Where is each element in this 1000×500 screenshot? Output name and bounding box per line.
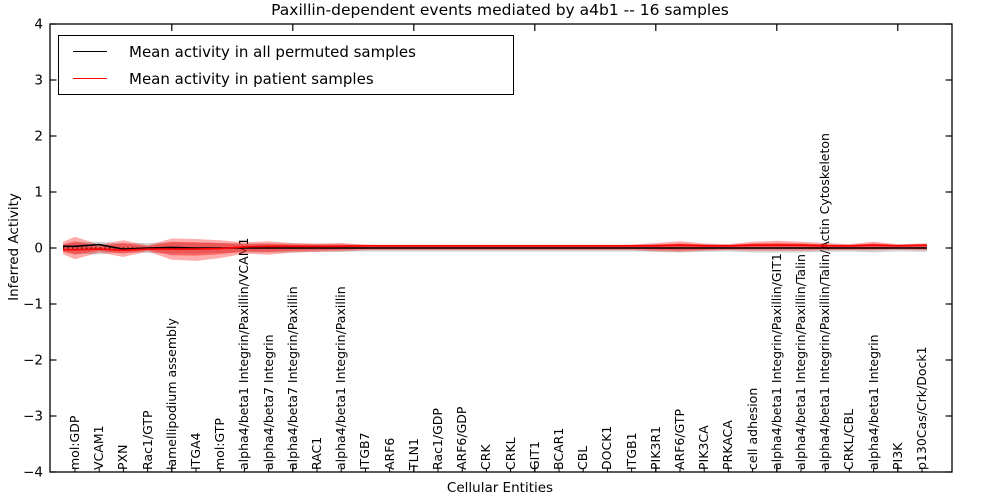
y-tick-label: −1 xyxy=(23,297,43,313)
series-line xyxy=(63,243,927,250)
chart-title: Paxillin-dependent events mediated by a4… xyxy=(271,1,729,19)
permuted-line-swatch-icon xyxy=(73,51,107,52)
legend-label-permuted: Mean activity in all permuted samples xyxy=(129,42,416,61)
y-tick-label: 2 xyxy=(34,129,43,145)
patient-line-swatch-icon xyxy=(73,78,107,79)
y-tick-label: 0 xyxy=(34,241,43,257)
patient-spread-outer-band xyxy=(63,236,927,261)
legend-item-permuted: Mean activity in all permuted samples xyxy=(73,43,513,61)
y-tick-label: 1 xyxy=(34,185,43,201)
legend: Mean activity in all permuted samples Me… xyxy=(58,35,514,95)
y-tick-label: −4 xyxy=(23,465,43,481)
y-tick-label: 3 xyxy=(34,73,43,89)
y-tick-label: 4 xyxy=(34,17,43,33)
x-axis-label: Cellular Entities xyxy=(446,480,554,496)
y-tick-label: −2 xyxy=(23,353,43,369)
legend-item-patient: Mean activity in patient samples xyxy=(73,70,513,88)
y-tick-label: −3 xyxy=(23,409,43,425)
series-line xyxy=(63,244,927,252)
legend-label-patient: Mean activity in patient samples xyxy=(129,69,374,88)
